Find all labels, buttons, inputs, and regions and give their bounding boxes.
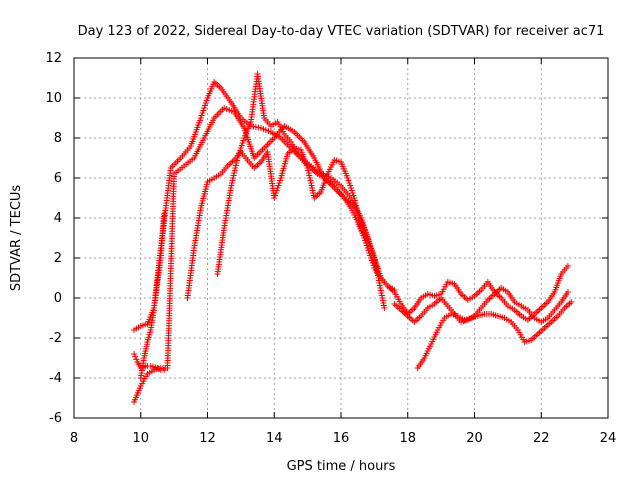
data-point	[568, 299, 575, 305]
data-point	[132, 353, 139, 360]
y-tick-label: 10	[45, 91, 62, 106]
data-point	[133, 356, 140, 363]
series-track-4	[137, 211, 168, 381]
data-point	[161, 367, 168, 373]
y-tick-label: 0	[54, 291, 62, 306]
grid	[74, 58, 608, 418]
data-point	[131, 351, 138, 357]
data-point	[228, 108, 235, 114]
data-points	[131, 71, 575, 405]
data-point	[564, 289, 571, 295]
chart-title: Day 123 of 2022, Sidereal Day-to-day VTE…	[78, 24, 605, 39]
x-tick-label: 12	[199, 431, 216, 446]
x-tick-label: 16	[333, 431, 350, 446]
series-track-7	[371, 263, 571, 323]
data-point	[257, 125, 264, 131]
data-point	[265, 128, 272, 134]
x-tick-label: 18	[399, 431, 416, 446]
y-tick-label: 6	[54, 171, 62, 186]
x-tick-label: 14	[266, 431, 283, 446]
x-tick-label: 20	[466, 431, 483, 446]
data-point	[260, 126, 267, 132]
series-track-1	[131, 79, 385, 333]
y-tick-label: -2	[49, 331, 62, 346]
y-axis-label: SDTVAR / TECUs	[9, 185, 24, 292]
y-tick-label: 8	[54, 131, 62, 146]
series-track-9	[414, 299, 575, 371]
data-point	[564, 263, 571, 269]
series-track-6	[214, 71, 381, 277]
y-tick-label: 4	[54, 211, 62, 226]
data-point	[221, 105, 228, 111]
y-tick-label: 12	[45, 51, 62, 66]
series-track-3	[131, 351, 168, 373]
x-tick-label: 24	[600, 431, 617, 446]
series-track-8	[391, 285, 571, 325]
y-tick-label: -4	[49, 371, 62, 386]
x-tick-label: 22	[533, 431, 550, 446]
data-point	[381, 305, 388, 311]
data-point	[161, 211, 168, 217]
data-point	[262, 127, 269, 133]
x-axis-label: GPS time / hours	[287, 459, 396, 474]
y-tick-label: -6	[49, 411, 62, 426]
x-tick-label: 8	[70, 431, 78, 446]
data-point	[223, 106, 230, 112]
data-point	[226, 107, 233, 113]
x-tick-label: 10	[132, 431, 149, 446]
series-track-2	[131, 105, 388, 405]
y-tick-label: 2	[54, 251, 62, 266]
